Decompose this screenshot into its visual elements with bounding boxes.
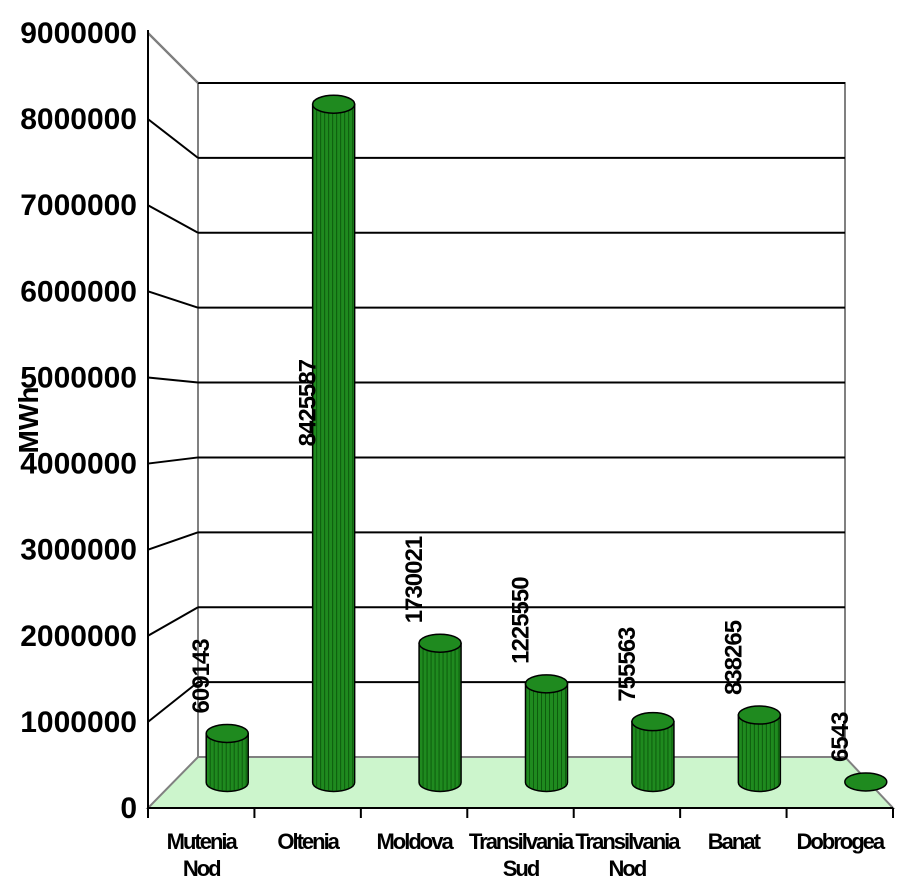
y-tick-label: 0	[120, 792, 137, 825]
data-label: 755563	[614, 627, 641, 702]
data-label: 1730021	[401, 536, 428, 623]
side-wall-edge	[147, 32, 199, 84]
x-category-label: Transilvania	[469, 829, 575, 854]
y-tick-label: 3000000	[20, 534, 137, 567]
bar-body	[737, 714, 782, 793]
x-category-label: Dobrogea	[796, 829, 885, 854]
y-tick-label: 6000000	[20, 275, 137, 308]
bar	[418, 633, 462, 793]
bar-top	[205, 723, 249, 744]
gridline-side	[147, 118, 199, 159]
x-category-label: Sud	[503, 856, 539, 881]
x-category-label: Nod	[609, 856, 646, 881]
x-category-label: Banat	[708, 829, 762, 854]
bar-top	[844, 772, 888, 792]
x-category-label: Mutenia	[167, 829, 239, 854]
data-label: 6543	[827, 712, 854, 762]
y-tick-label: 9000000	[20, 17, 137, 50]
bar	[737, 705, 782, 793]
bar	[631, 711, 675, 793]
x-category-label: Transilvania	[575, 829, 681, 854]
gridline-side	[147, 681, 199, 723]
gridline-side	[147, 606, 199, 637]
bar-top	[631, 711, 675, 732]
gridline-side	[147, 456, 199, 465]
data-label: 1225550	[508, 577, 535, 664]
bar	[844, 772, 888, 792]
gridline-side	[147, 290, 199, 309]
x-category-label: Nod	[183, 856, 220, 881]
bar-top	[524, 674, 569, 694]
floor	[145, 756, 896, 809]
y-tick-label: 8000000	[20, 103, 137, 136]
y-tick-label: 1000000	[20, 706, 137, 739]
data-label: 8425587	[295, 359, 322, 446]
bar-body	[205, 732, 249, 793]
bar-top	[311, 94, 356, 114]
bar	[205, 723, 249, 793]
data-label: 609143	[188, 639, 215, 714]
bar-top	[737, 705, 782, 725]
y-tick-label: 4000000	[20, 448, 137, 481]
x-category-label: Moldova	[376, 829, 454, 854]
y-tick-label: 5000000	[20, 361, 137, 394]
y-tick-label: 7000000	[20, 189, 137, 222]
gridline-side	[147, 531, 199, 551]
bar	[524, 674, 569, 793]
y-axis-title: MWh	[13, 387, 44, 454]
x-category-label: Oltenia	[277, 829, 340, 854]
gridline-side	[147, 204, 199, 234]
back-wall	[197, 82, 846, 758]
bar-body	[418, 642, 462, 793]
bar	[311, 94, 356, 793]
bar-top	[418, 633, 462, 653]
data-label: 838265	[720, 620, 747, 695]
y-tick-label: 2000000	[20, 620, 137, 653]
gridline-side	[147, 376, 199, 384]
